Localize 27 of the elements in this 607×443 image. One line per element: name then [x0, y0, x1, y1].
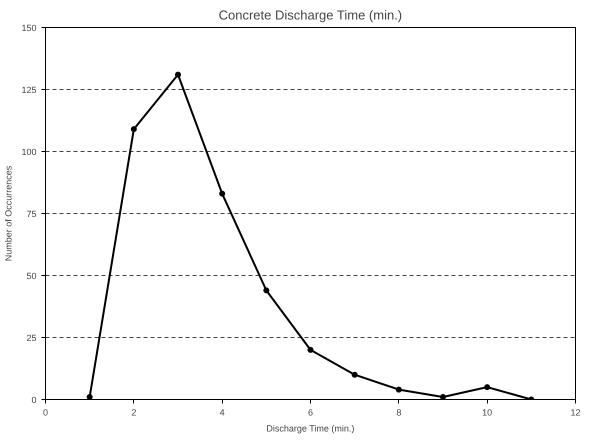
point — [86, 394, 93, 400]
x-tick-label: 10 — [482, 408, 492, 418]
y-tick-label: 150 — [21, 23, 37, 33]
x-axis-title: Discharge Time (min.) — [266, 424, 354, 434]
x-tick-label: 4 — [220, 408, 225, 418]
point — [219, 190, 226, 197]
y-tick-label: 25 — [26, 333, 37, 343]
y-tick-label: 100 — [21, 147, 37, 157]
x-tick-label: 0 — [42, 408, 48, 418]
point — [130, 126, 137, 132]
point — [263, 287, 270, 294]
point — [396, 386, 402, 393]
point — [308, 346, 314, 353]
y-tick-label: 75 — [26, 209, 37, 219]
y-tick-label: 125 — [21, 85, 37, 95]
point — [440, 394, 446, 400]
x-tick-label: 8 — [396, 408, 402, 418]
y-axis-title: Number of Occurrences — [3, 165, 14, 262]
point — [175, 72, 181, 78]
chart-title: Concrete Discharge Time (min.) — [218, 8, 402, 22]
point — [484, 384, 490, 390]
x-tick-label: 6 — [308, 408, 314, 418]
y-tick-label: 0 — [31, 395, 37, 405]
x-tick-label: 2 — [131, 408, 136, 418]
x-tick-label: 12 — [570, 408, 581, 418]
point — [352, 372, 358, 378]
y-tick-label: 50 — [26, 271, 37, 281]
